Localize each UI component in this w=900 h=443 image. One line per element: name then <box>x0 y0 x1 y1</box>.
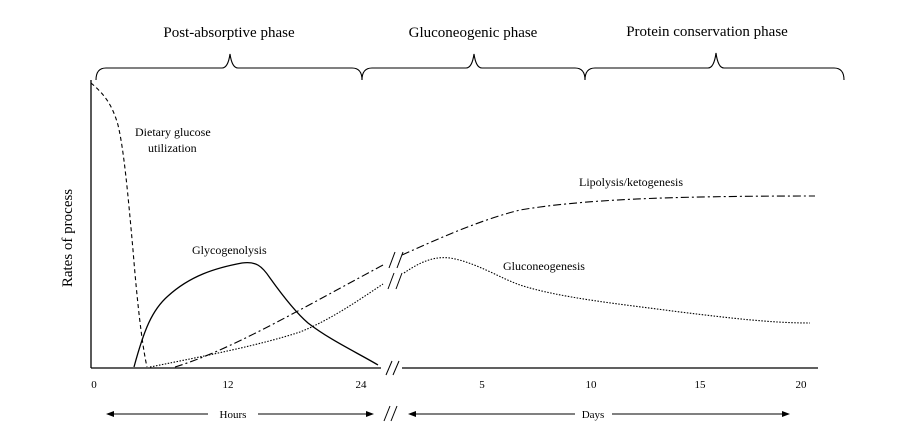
hours-scale-arrow <box>106 411 374 417</box>
phase-label-protein-conservation: Protein conservation phase <box>626 24 788 40</box>
curve-glycogenolysis <box>133 261 379 368</box>
y-axis-label: Rates of process <box>60 189 76 287</box>
hours-scale-label: Hours <box>220 409 247 421</box>
tick-label-0-hours: 0 <box>91 379 97 391</box>
label-glycogenolysis: Glycogenolysis <box>192 243 267 257</box>
days-scale-arrow <box>408 411 790 417</box>
phase-brace-gluconeogenic <box>361 53 586 81</box>
tick-label-10-days: 10 <box>586 379 598 391</box>
label-dietary-glucose: Dietary glucose <box>135 125 211 139</box>
phase-brace-protein-conservation <box>584 52 845 81</box>
tick-label-5-days: 5 <box>479 379 485 391</box>
scale-break-mark <box>383 405 398 422</box>
phase-label-gluconeogenic: Gluconeogenic phase <box>409 25 538 41</box>
label-dietary-glucose-utilization: utilization <box>148 141 197 155</box>
days-scale-label: Days <box>582 409 605 421</box>
curve-gluconeogenesis-hours <box>149 283 384 368</box>
phase-label-post-absorptive: Post-absorptive phase <box>163 25 295 41</box>
label-lipolysis-ketogenesis: Lipolysis/ketogenesis <box>579 175 683 189</box>
phase-brace-post-absorptive <box>95 53 363 81</box>
tick-label-12-hours: 12 <box>223 379 234 391</box>
tick-label-15-days: 15 <box>695 379 707 391</box>
curve-gluconeogenesis-days <box>403 257 811 324</box>
tick-label-20-days: 20 <box>796 379 808 391</box>
tick-label-24-hours: 24 <box>356 379 368 391</box>
curve-break-mark-gluconeogenesis <box>387 272 403 290</box>
curve-lipolysis-ketogenesis-hours <box>174 264 384 368</box>
curve-break-mark-lipolysis <box>388 251 404 269</box>
curve-lipolysis-ketogenesis-days <box>401 195 816 256</box>
curve-dietary-glucose-utilization <box>90 82 148 368</box>
x-axis-break-mark <box>385 360 400 376</box>
label-gluconeogenesis: Gluconeogenesis <box>503 259 585 273</box>
